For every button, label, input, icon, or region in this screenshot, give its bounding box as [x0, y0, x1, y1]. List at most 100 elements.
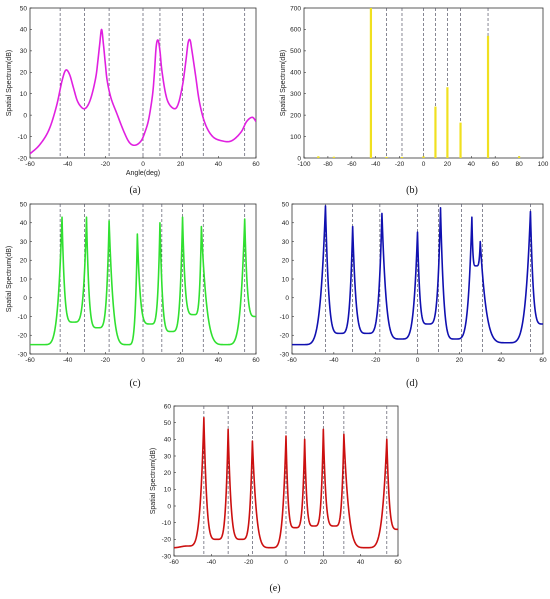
subplot-caption: (c)	[129, 378, 140, 389]
x-tick-label: 60	[539, 357, 547, 364]
subplot-2: -100 -80 -60 -40 -20 0 20 40 60 80 100 0 100 200 300 40…	[280, 5, 549, 196]
y-tick-label: 30	[282, 239, 290, 246]
x-tick-label: -40	[207, 559, 217, 566]
subplot-caption: (b)	[406, 185, 418, 196]
spectrum-line	[30, 28, 256, 155]
y-tick-label: -20	[280, 333, 290, 340]
y-tick-label: 0	[23, 112, 27, 119]
y-tick-label: 40	[20, 27, 28, 34]
y-tick-label: 300	[290, 91, 301, 98]
spectrum-line	[174, 416, 398, 549]
y-tick-label: 600	[290, 27, 301, 34]
x-tick-label: 0	[416, 357, 420, 364]
subplot-caption: (e)	[269, 583, 280, 594]
y-tick-label: 100	[290, 134, 301, 141]
y-tick-label: 400	[290, 70, 301, 77]
y-tick-label: 30	[164, 453, 172, 460]
y-tick-label: -10	[18, 314, 28, 321]
x-tick-label: 40	[215, 357, 223, 364]
y-tick-label: 0	[23, 295, 27, 302]
x-tick-label: 0	[284, 559, 288, 566]
x-tick-label: 0	[422, 161, 426, 168]
x-axis-label: Angle(deg)	[126, 170, 160, 177]
y-tick-label: -30	[280, 351, 290, 358]
x-tick-label: 40	[357, 559, 365, 566]
y-tick-label: 10	[164, 487, 172, 494]
y-tick-label: -20	[18, 333, 28, 340]
x-tick-label: 60	[492, 161, 500, 168]
x-tick-label: 60	[252, 357, 260, 364]
x-tick-label: 40	[498, 357, 506, 364]
x-tick-label: 20	[177, 357, 185, 364]
y-tick-label: -30	[162, 553, 172, 560]
y-tick-label: 0	[167, 503, 171, 510]
y-tick-label: 20	[20, 70, 28, 77]
x-tick-label: 0	[141, 161, 145, 168]
y-axis-label: Spatial Spectrum(dB)	[150, 448, 157, 515]
y-tick-label: 20	[282, 258, 290, 265]
y-tick-label: 50	[164, 420, 172, 427]
x-tick-label: 100	[538, 161, 549, 168]
y-tick-label: 0	[285, 295, 289, 302]
y-tick-label: 30	[20, 48, 28, 55]
y-tick-label: 700	[290, 5, 301, 12]
y-tick-label: -10	[18, 134, 28, 141]
x-tick-label: -40	[371, 161, 381, 168]
y-tick-label: 50	[20, 201, 28, 208]
y-tick-label: 200	[290, 112, 301, 119]
y-tick-label: 20	[164, 470, 172, 477]
x-tick-label: -20	[371, 357, 381, 364]
x-tick-label: -60	[347, 161, 357, 168]
x-tick-label: -60	[25, 357, 35, 364]
x-tick-label: -20	[101, 161, 111, 168]
subplot-1: -60 -40 -20 0 20 40 60 -20 -10 0 10 20 30 40 50 Spatial…	[6, 5, 260, 196]
y-tick-label: 40	[282, 220, 290, 227]
x-tick-label: -40	[329, 357, 339, 364]
y-tick-label: 40	[20, 220, 28, 227]
x-tick-label: -40	[63, 161, 73, 168]
x-tick-label: -60	[287, 357, 297, 364]
x-tick-label: 40	[215, 161, 223, 168]
subplot-3: -60 -40 -20 0 20 40 60 -30 -20 -10 0 10 20 30 40 50 Spat…	[6, 201, 260, 389]
subplot-caption: (d)	[406, 378, 418, 389]
x-tick-label: -60	[25, 161, 35, 168]
x-tick-label: -80	[323, 161, 333, 168]
x-tick-label: -100	[297, 161, 310, 168]
x-tick-label: 60	[252, 161, 260, 168]
y-tick-label: 10	[20, 276, 28, 283]
y-tick-label: 60	[164, 403, 172, 410]
x-tick-label: 0	[141, 357, 145, 364]
x-tick-label: 20	[444, 161, 452, 168]
y-axis-label: Spatial Spectrum(dB)	[6, 50, 13, 117]
subplot-4: -60 -40 -20 0 20 40 60 -30 -20 -10 0 10 20 30 40 50 (d)	[280, 201, 547, 389]
y-axis-label: Spatial Spectrum(dB)	[6, 246, 13, 313]
x-tick-label: -20	[395, 161, 405, 168]
x-tick-label: 20	[320, 559, 328, 566]
x-tick-label: -20	[244, 559, 254, 566]
x-tick-label: -60	[169, 559, 179, 566]
y-tick-label: 0	[297, 155, 301, 162]
y-tick-label: -10	[280, 314, 290, 321]
y-tick-label: 10	[20, 91, 28, 98]
subplot-caption: (a)	[129, 185, 140, 196]
y-tick-label: 50	[20, 5, 28, 12]
y-tick-label: 40	[164, 437, 172, 444]
y-tick-label: 50	[282, 201, 290, 208]
y-tick-label: 30	[20, 239, 28, 246]
x-tick-label: 60	[394, 559, 402, 566]
y-tick-label: -20	[162, 537, 172, 544]
y-tick-label: -10	[162, 520, 172, 527]
y-tick-label: -30	[18, 351, 28, 358]
y-axis-label: Spatial Spectrum(dB)	[280, 50, 287, 117]
x-tick-label: 20	[456, 357, 464, 364]
x-tick-label: 40	[468, 161, 476, 168]
y-tick-label: 10	[282, 276, 290, 283]
x-tick-label: -40	[63, 357, 73, 364]
y-tick-label: 500	[290, 48, 301, 55]
y-tick-label: -20	[18, 155, 28, 162]
x-tick-label: 80	[515, 161, 523, 168]
x-tick-label: -20	[101, 357, 111, 364]
subplot-5: -60 -40 -20 0 20 40 60 -30 -20 -10 0 10 20 30 40 50 60 Sp…	[150, 403, 402, 594]
spectrum-line	[30, 216, 256, 346]
